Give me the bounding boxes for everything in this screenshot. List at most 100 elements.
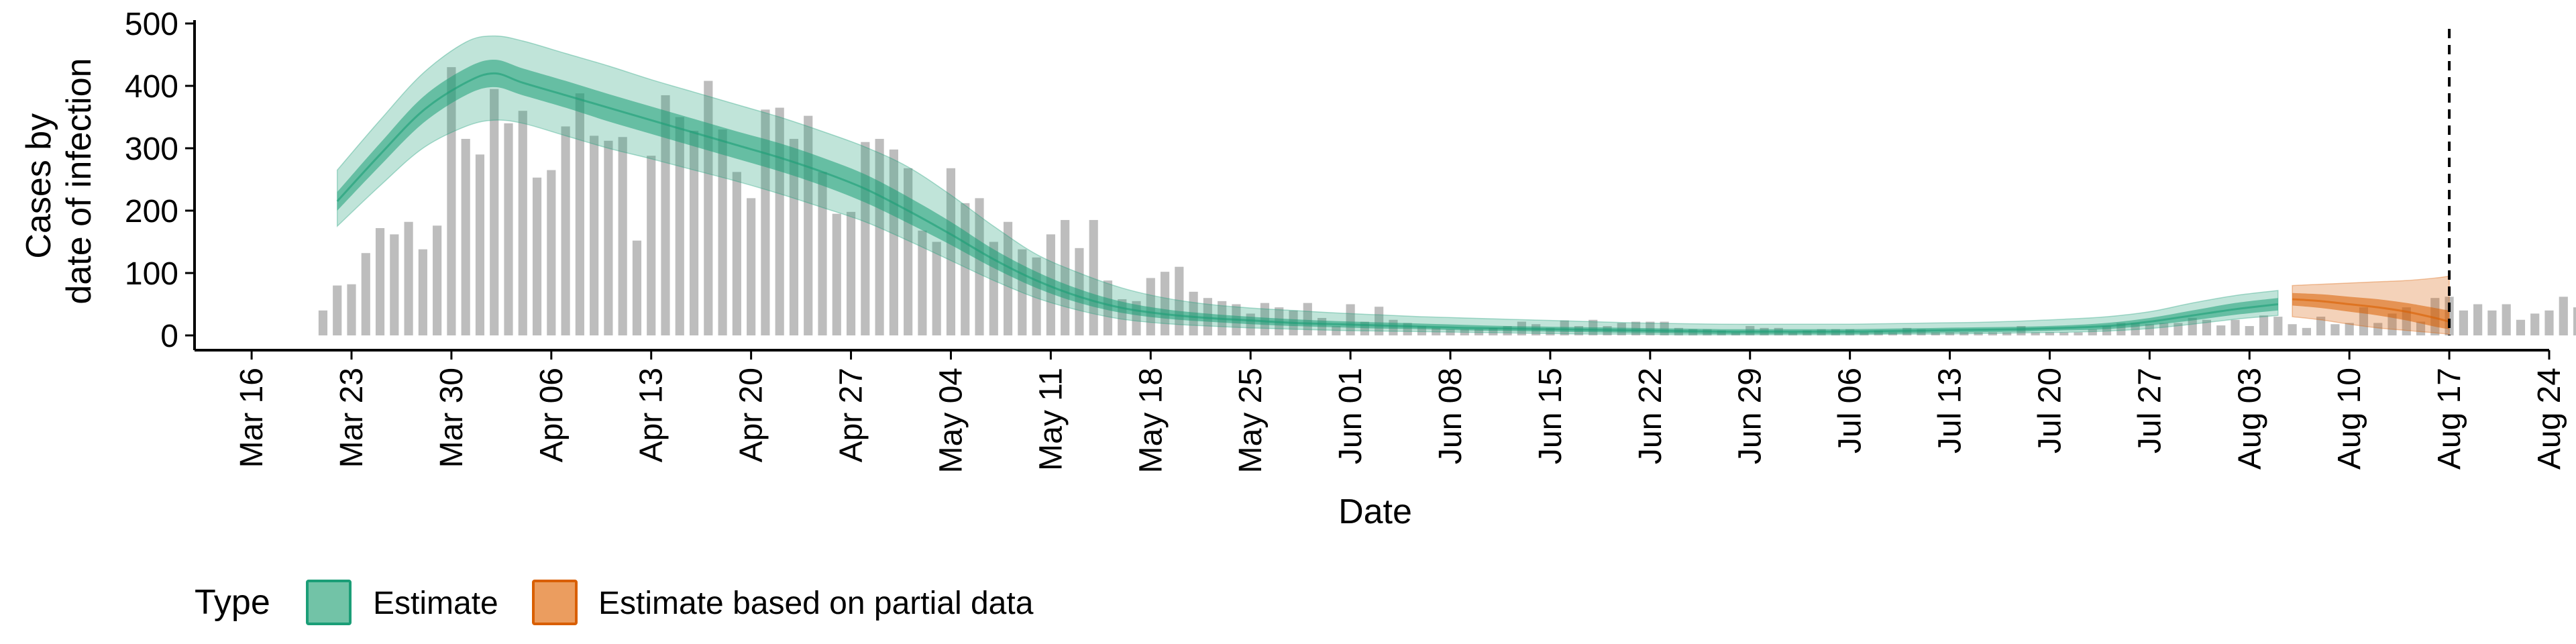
- bar: [1974, 332, 1983, 335]
- bar: [832, 213, 841, 335]
- bar: [2259, 315, 2269, 335]
- bar: [1988, 332, 1997, 335]
- bar: [2416, 321, 2426, 335]
- bar: [404, 221, 413, 335]
- bar: [1931, 332, 1940, 335]
- bar: [2316, 317, 2326, 335]
- bar: [2459, 310, 2468, 335]
- bar: [433, 225, 442, 335]
- x-tick-label: Apr 13: [634, 368, 669, 462]
- bar: [2174, 323, 2183, 335]
- bar: [2159, 323, 2169, 335]
- bar: [1546, 327, 1555, 335]
- bar: [975, 198, 984, 335]
- bar: [1945, 332, 1955, 335]
- bar: [946, 168, 956, 335]
- median-line-partial: [2292, 298, 2450, 323]
- bar: [2359, 307, 2369, 335]
- x-tick-label: Jul 27: [2132, 368, 2167, 453]
- bar: [318, 310, 328, 335]
- y-tick-label: 500: [125, 7, 178, 42]
- x-tick-label: Aug 24: [2532, 368, 2567, 470]
- bar: [518, 111, 527, 335]
- x-tick-label: Aug 17: [2432, 368, 2467, 470]
- bars-group: [318, 67, 2576, 336]
- y-axis-title-line-1: Cases by: [19, 113, 58, 259]
- x-tick-label: Mar 23: [334, 368, 370, 468]
- bar: [2045, 332, 2055, 335]
- x-tick-label: Jun 22: [1633, 368, 1668, 464]
- y-tick-label: 100: [125, 256, 178, 292]
- bar: [718, 129, 727, 335]
- bar: [604, 140, 613, 335]
- x-tick-label: May 18: [1133, 368, 1169, 473]
- x-tick-label: Jul 06: [1833, 368, 1868, 453]
- legend-swatch-partial: [532, 580, 578, 625]
- bar: [2516, 319, 2526, 335]
- bar: [689, 130, 699, 335]
- bar: [490, 89, 499, 335]
- bar: [547, 170, 556, 335]
- bar: [2288, 324, 2297, 335]
- bar: [390, 234, 399, 335]
- bar: [1489, 327, 1498, 335]
- bar: [661, 95, 670, 335]
- x-tick-label: Jul 13: [1933, 368, 1968, 453]
- bar: [2245, 326, 2254, 335]
- bar: [2559, 297, 2568, 335]
- ribbons-group: [336, 35, 2450, 335]
- bar: [375, 228, 385, 335]
- bar: [2544, 310, 2554, 335]
- bar: [2188, 317, 2197, 335]
- bar: [2387, 313, 2397, 335]
- bar: [747, 198, 756, 335]
- x-tick-label: Mar 30: [434, 368, 470, 468]
- bar: [932, 241, 941, 335]
- bar: [1332, 326, 1341, 335]
- bar: [2573, 307, 2576, 335]
- bar: [918, 230, 927, 335]
- x-tick-label: May 25: [1233, 368, 1269, 473]
- bar: [1960, 332, 1969, 335]
- x-tick-label: Jun 29: [1733, 368, 1768, 464]
- legend-label-estimate: Estimate: [373, 586, 498, 621]
- bar: [347, 284, 356, 335]
- x-tick-label: Jul 20: [2032, 368, 2068, 453]
- bar: [2002, 332, 2012, 335]
- y-tick-label: 0: [160, 319, 178, 354]
- bar: [532, 177, 542, 335]
- y-tick-label: 200: [125, 194, 178, 229]
- bar: [789, 139, 799, 336]
- bar: [2088, 329, 2097, 335]
- bar: [818, 172, 827, 335]
- bar: [2330, 324, 2340, 335]
- legend-label-partial: Estimate based on partial data: [598, 586, 1034, 621]
- x-tick-label: Apr 27: [834, 368, 869, 462]
- x-tick-label: May 11: [1033, 368, 1069, 471]
- bar: [2345, 323, 2354, 335]
- x-tick-label: May 04: [933, 368, 969, 473]
- bar: [2216, 325, 2226, 335]
- outer-band-estimate: [336, 35, 2279, 335]
- bar: [2202, 319, 2212, 335]
- bar: [2302, 327, 2311, 335]
- bar: [361, 253, 370, 335]
- bar: [1474, 329, 1484, 335]
- y-tick-label: 400: [125, 69, 178, 105]
- bar: [2231, 319, 2240, 335]
- legend: Type Estimate Estimate based on partial …: [195, 580, 1034, 625]
- x-tick-label: Aug 10: [2332, 368, 2367, 470]
- y-axis-title: Cases by date of infection: [19, 58, 99, 304]
- bar: [333, 285, 342, 335]
- bar: [561, 126, 570, 335]
- x-tick-label: Jun 08: [1433, 368, 1468, 464]
- x-tick-label: Apr 20: [734, 368, 769, 462]
- bar: [2473, 304, 2483, 335]
- y-axis: 0 100 200 300 400 500: [125, 7, 196, 354]
- x-tick-label: Apr 06: [534, 368, 570, 462]
- bar: [2059, 332, 2069, 335]
- legend-title: Type: [195, 583, 270, 622]
- bar: [1003, 221, 1013, 335]
- x-tick-label: Jun 01: [1333, 368, 1368, 464]
